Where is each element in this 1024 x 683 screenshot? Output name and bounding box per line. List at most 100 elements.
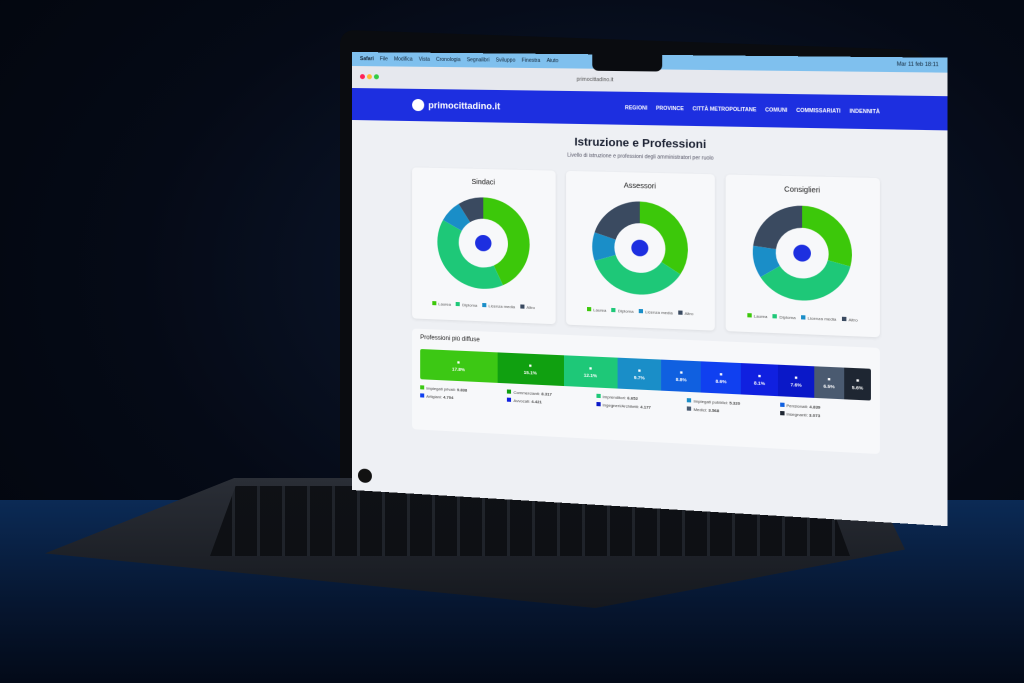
legend-item: Diploma [456,301,477,308]
bar-segment[interactable]: ■ 8.8% [661,359,702,393]
legend-swatch [520,304,525,309]
nav-link[interactable]: REGIONI [624,105,648,112]
donut-slice-diploma[interactable] [437,219,503,290]
segment-label: 12.1% [583,372,598,379]
legend-swatch [678,310,683,315]
chart-card: Consiglieri Laurea Diploma Licenza media Alt… [725,174,880,338]
bar-segment[interactable]: ■ 12.1% [563,355,618,389]
bar-segment[interactable]: ■ 6.5% [813,366,845,400]
menu-item[interactable]: Cronologia [435,56,461,64]
donut-slice-altro[interactable] [753,204,803,250]
menu-item[interactable]: Finestra [521,57,541,65]
legend-swatch [687,406,692,411]
legend-item: Altro [841,316,858,323]
menu-item[interactable]: Aiuto [546,57,559,65]
nav-link[interactable]: PROVINCE [655,105,684,113]
donut-slice-licenza-media[interactable] [592,232,616,262]
user-icon [631,239,649,257]
bar-segment[interactable]: ■ 15.1% [497,352,564,387]
legend-item: Licenza media [482,302,516,310]
legend-label: Pensionati [786,402,807,410]
chart-card: Assessori Laurea Diploma Licenza media Altro [566,170,715,331]
nav-link[interactable]: COMUNI [765,107,788,114]
legend-swatch [420,385,425,390]
legend-label: Artigiani [426,393,441,400]
donut-slice-diploma[interactable] [594,254,681,297]
legend-swatch [611,307,616,313]
legend-swatch [420,393,425,398]
profession-icon: ■ [758,373,762,379]
legend-count: 4.177 [640,404,651,410]
legend-label: Licenza media [488,303,516,310]
legend-swatch [801,315,806,320]
menu-item[interactable]: Sviluppo [495,57,516,64]
legend-item: Ingegneri/Architetti: 4.177 [596,401,684,411]
donut-slice-altro[interactable] [594,200,640,241]
donut-chart [437,196,530,290]
legend-label: Diploma [779,314,796,321]
bar-segment[interactable]: ■ 8.6% [701,361,741,395]
segment-label: 5.6% [851,384,864,391]
menu-item[interactable]: Modifica [393,56,413,63]
menu-item[interactable]: Segnalibri [466,57,490,64]
menu-item[interactable]: File [379,56,388,63]
site-logo[interactable]: primocittadino.it [412,98,500,113]
professions-panel: Professioni più diffuse ■ 17.8% ■ 15.1% ■ 12.… [412,328,880,455]
nav-link[interactable]: INDENNITÀ [849,108,880,116]
legend-swatch [596,393,601,399]
legend-item: Medici: 3.568 [687,406,776,416]
legend-swatch [507,397,512,402]
profession-icon: ■ [637,367,641,374]
donut-chart [752,204,852,303]
legend-label: Ingegneri/Architetti [602,402,638,410]
donut-chart [592,200,688,297]
legend-item: Altro [520,304,535,310]
bar-segment[interactable]: ■ 9.7% [617,357,662,391]
education-charts: Sindaci Laurea Diploma Licenza media Altro As… [352,166,948,340]
legend-item: Licenza media [638,308,673,315]
chart-card: Sindaci Laurea Diploma Licenza media Altro [412,167,556,325]
legend-count: 4.839 [809,403,821,410]
legend-label: Medici [693,406,706,413]
legend-label: Avvocati [513,397,530,404]
profession-icon: ■ [589,365,592,371]
legend-count: 4.704 [443,394,454,401]
legend-label: Impiegati pubblici [693,398,727,406]
legend-swatch [841,316,847,322]
legend-label: Commercianti [513,389,540,397]
legend-swatch [482,302,487,308]
legend-swatch [596,401,601,407]
profession-icon: ■ [457,359,460,365]
legend-label: Laurea [438,301,451,307]
legend-label: Laurea [593,307,607,313]
clock: Mar 11 feb 18:11 [896,61,939,69]
bar-segment[interactable]: ■ 7.6% [778,364,814,398]
menu-item[interactable]: Vista [418,56,430,63]
camera-notch [592,54,663,72]
window-controls[interactable] [359,73,381,81]
legend-label: Laurea [753,313,768,320]
legend-label: Impiegati privati [426,385,455,392]
user-icon [475,234,492,252]
legend-item: Laurea [747,313,767,319]
nav-link[interactable]: CITTÀ METROPOLITANE [692,106,757,114]
laptop-screen: Safari File Modifica Vista Cronologia Segnali… [352,52,948,527]
legend-item: Artigiani: 4.704 [420,393,504,402]
floating-button[interactable] [357,468,372,484]
profession-icon: ■ [719,371,723,377]
address-bar[interactable]: primocittadino.it [576,76,614,84]
legend-swatch [687,398,692,403]
profession-icon: ■ [827,376,831,382]
chart-legend: Laurea Diploma Licenza media Altro [566,306,715,317]
nav-link[interactable]: COMMISSARIATI [796,107,841,115]
legend-label: Altro [526,304,535,311]
bar-segment[interactable]: ■ 17.8% [420,348,498,383]
chart-legend: Laurea Diploma Licenza media Altro [726,312,880,323]
menu-item[interactable]: Safari [359,56,374,63]
legend-item: Altro [678,310,693,316]
legend-label: Insegnanti [786,411,807,418]
bar-segment[interactable]: ■ 5.6% [844,367,871,401]
legend-item: Avvocati: 4.421 [507,397,593,407]
profession-icon: ■ [856,377,860,384]
bar-segment[interactable]: ■ 8.1% [740,363,779,397]
